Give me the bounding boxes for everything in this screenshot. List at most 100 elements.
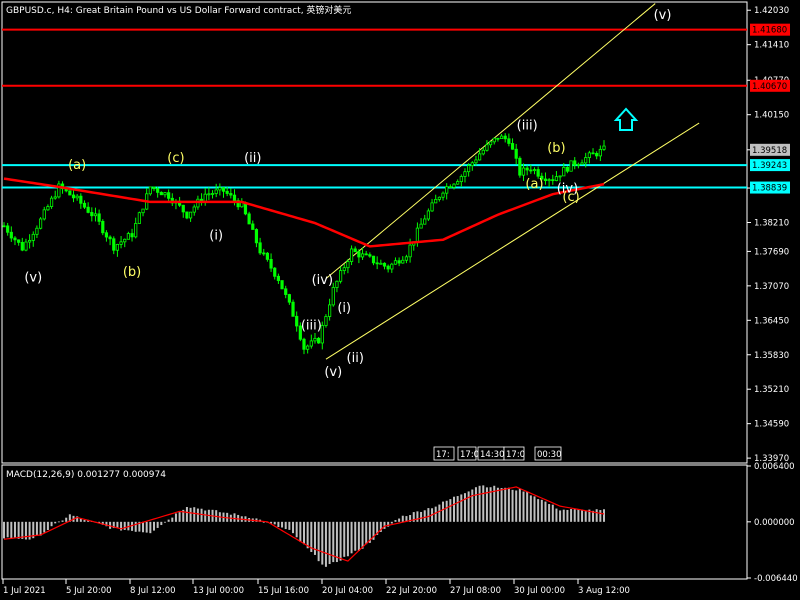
candle[interactable] (28, 234, 32, 249)
candle[interactable] (251, 220, 255, 230)
candle[interactable] (291, 299, 295, 317)
candle[interactable] (6, 222, 10, 236)
candle[interactable] (68, 190, 72, 196)
candle[interactable] (547, 178, 551, 187)
channel-line-upper[interactable] (325, 3, 656, 280)
candle[interactable] (338, 266, 343, 284)
candle[interactable] (225, 186, 229, 197)
candle[interactable] (188, 211, 193, 222)
candle[interactable] (554, 171, 559, 182)
candle[interactable] (349, 245, 354, 266)
candle[interactable] (254, 228, 259, 248)
candle[interactable] (57, 180, 61, 199)
candle[interactable] (90, 207, 94, 222)
candle[interactable] (42, 206, 46, 221)
candle[interactable] (320, 321, 324, 350)
candle[interactable] (236, 198, 240, 210)
candle[interactable] (13, 236, 17, 246)
candle[interactable] (565, 166, 570, 174)
candle[interactable] (302, 337, 306, 355)
candle[interactable] (507, 133, 511, 147)
candle[interactable] (518, 156, 522, 178)
candle[interactable] (379, 259, 383, 265)
candle[interactable] (156, 186, 160, 198)
candle[interactable] (167, 189, 171, 202)
candle[interactable] (342, 263, 346, 275)
candle[interactable] (510, 138, 515, 150)
macd-panel[interactable] (1, 464, 748, 580)
candle[interactable] (456, 179, 460, 185)
candle[interactable] (536, 166, 540, 179)
candle[interactable] (540, 172, 544, 181)
candle[interactable] (181, 204, 185, 218)
candle[interactable] (430, 198, 434, 212)
macd-signal-line[interactable] (3, 486, 605, 562)
candle[interactable] (562, 163, 566, 177)
candle[interactable] (137, 211, 141, 224)
candle[interactable] (375, 256, 379, 270)
candle[interactable] (532, 167, 537, 175)
candle[interactable] (229, 188, 233, 199)
candle[interactable] (419, 218, 423, 229)
candle[interactable] (130, 228, 134, 242)
candle[interactable] (503, 133, 507, 143)
candle[interactable] (108, 235, 112, 246)
candle[interactable] (335, 280, 339, 293)
candle[interactable] (207, 187, 211, 201)
candle[interactable] (573, 157, 577, 170)
candle[interactable] (38, 217, 43, 230)
candle[interactable] (262, 248, 266, 256)
candle[interactable] (459, 174, 463, 188)
candle[interactable] (126, 231, 130, 240)
candle[interactable] (49, 195, 54, 209)
candle[interactable] (525, 165, 529, 176)
candle[interactable] (529, 164, 533, 174)
candle[interactable] (119, 236, 123, 249)
candle[interactable] (543, 172, 548, 185)
candle[interactable] (576, 162, 580, 169)
candle[interactable] (368, 252, 372, 258)
price-axis[interactable]: 1.420301.414101.407701.401501.395181.388… (747, 6, 789, 464)
candle[interactable] (134, 217, 138, 239)
candle[interactable] (185, 211, 189, 220)
candle[interactable] (353, 246, 357, 253)
candle[interactable] (218, 183, 222, 196)
candle[interactable] (284, 285, 288, 299)
candle[interactable] (452, 183, 456, 190)
candle[interactable] (591, 148, 595, 155)
candle[interactable] (309, 334, 313, 349)
candle[interactable] (97, 209, 101, 226)
candle[interactable] (558, 175, 562, 182)
candle[interactable] (423, 214, 427, 225)
candle[interactable] (174, 198, 178, 210)
candle[interactable] (306, 344, 310, 354)
candle[interactable] (35, 225, 39, 239)
candle[interactable] (221, 187, 226, 198)
candle[interactable] (163, 192, 167, 198)
candle[interactable] (104, 230, 109, 242)
candle[interactable] (551, 174, 555, 185)
candle[interactable] (393, 257, 398, 265)
candle[interactable] (360, 247, 365, 260)
channel-line-lower[interactable] (325, 122, 700, 360)
candle[interactable] (31, 231, 35, 247)
candle[interactable] (75, 194, 79, 201)
candle[interactable] (485, 140, 489, 152)
candle[interactable] (123, 238, 127, 248)
candle[interactable] (364, 250, 368, 256)
candle[interactable] (210, 190, 215, 199)
candle[interactable] (357, 249, 361, 264)
candle[interactable] (93, 207, 98, 222)
candle[interactable] (598, 145, 602, 162)
candle[interactable] (192, 204, 196, 216)
candle[interactable] (71, 190, 76, 203)
time-axis[interactable]: 1 Jul 2021 5 Jul 20:00 8 Jul 12:00 13 Jul 0… (2, 579, 630, 596)
candle[interactable] (382, 262, 387, 270)
candle[interactable] (317, 336, 321, 344)
candle[interactable] (53, 190, 57, 200)
candle[interactable] (584, 152, 588, 168)
candle[interactable] (148, 186, 152, 196)
candle[interactable] (401, 256, 405, 264)
candle[interactable] (2, 222, 6, 228)
candle[interactable] (371, 255, 376, 266)
